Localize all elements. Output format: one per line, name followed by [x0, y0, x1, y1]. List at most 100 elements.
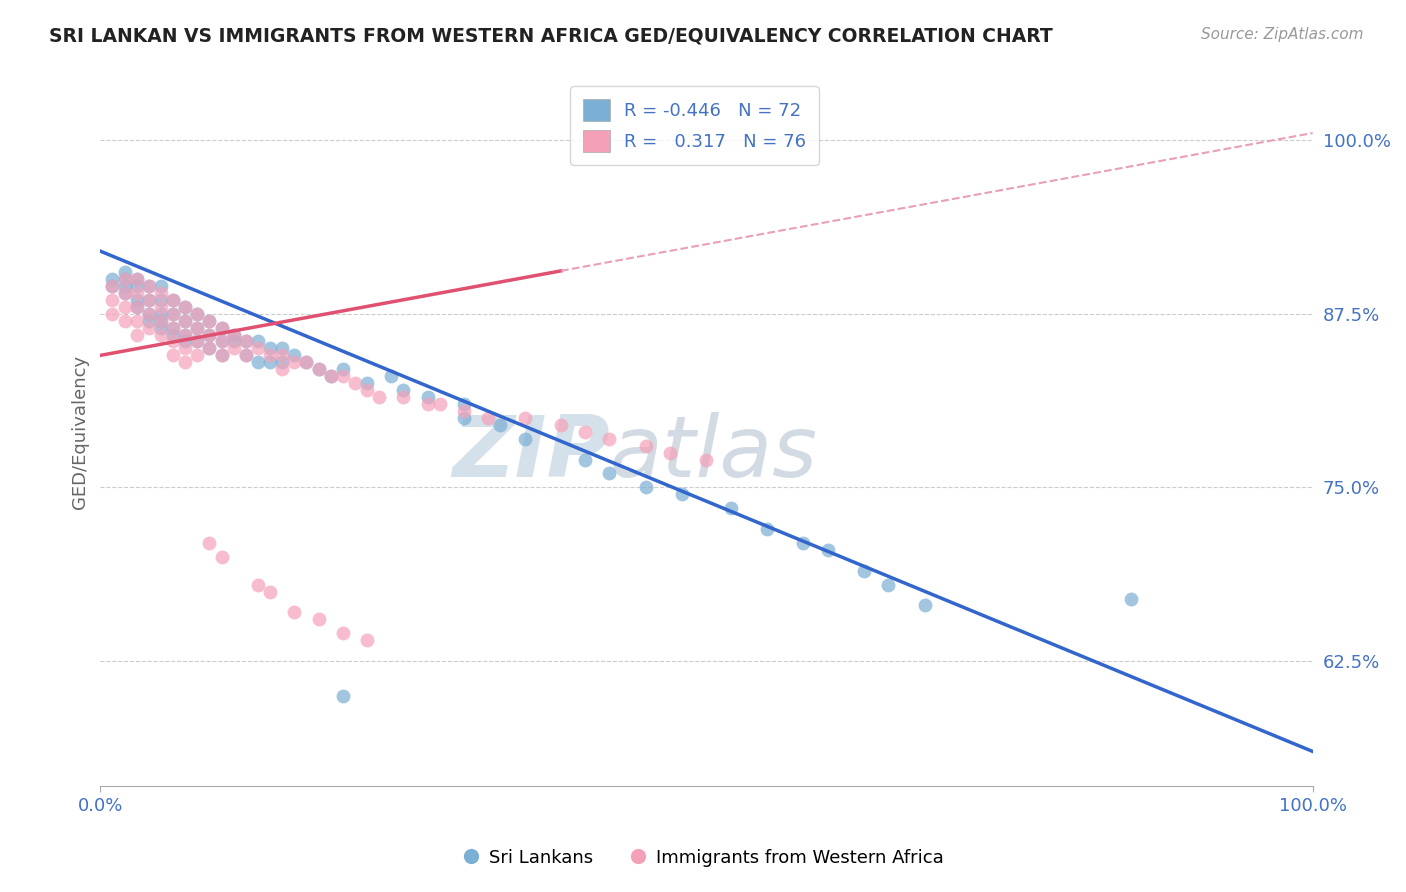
- Point: [138, 313, 160, 327]
- Point: [332, 689, 354, 703]
- Point: [198, 313, 221, 327]
- Point: [222, 342, 245, 356]
- Point: [138, 293, 160, 307]
- Text: atlas: atlas: [609, 411, 817, 494]
- Point: [198, 313, 221, 327]
- Point: [174, 313, 197, 327]
- Legend: R = -0.446   N = 72, R =   0.317   N = 76: R = -0.446 N = 72, R = 0.317 N = 76: [569, 87, 818, 165]
- Point: [125, 327, 148, 342]
- Point: [162, 327, 184, 342]
- Point: [392, 383, 415, 397]
- Point: [114, 272, 136, 286]
- Point: [720, 501, 742, 516]
- Point: [453, 404, 475, 418]
- Point: [246, 577, 269, 591]
- Point: [574, 425, 596, 439]
- Point: [125, 300, 148, 314]
- Point: [659, 445, 682, 459]
- Point: [356, 633, 378, 648]
- Point: [319, 369, 342, 384]
- Point: [125, 272, 148, 286]
- Point: [149, 307, 172, 321]
- Point: [235, 348, 257, 362]
- Point: [598, 432, 620, 446]
- Point: [332, 369, 354, 384]
- Point: [489, 417, 512, 432]
- Point: [162, 334, 184, 349]
- Point: [343, 376, 366, 391]
- Point: [174, 300, 197, 314]
- Point: [125, 285, 148, 300]
- Point: [149, 278, 172, 293]
- Point: [1119, 591, 1142, 606]
- Point: [211, 348, 233, 362]
- Point: [211, 348, 233, 362]
- Point: [416, 390, 439, 404]
- Point: [392, 390, 415, 404]
- Point: [125, 300, 148, 314]
- Point: [246, 334, 269, 349]
- Point: [125, 272, 148, 286]
- Point: [271, 342, 294, 356]
- Point: [574, 452, 596, 467]
- Point: [211, 334, 233, 349]
- Point: [101, 272, 124, 286]
- Text: SRI LANKAN VS IMMIGRANTS FROM WESTERN AFRICA GED/EQUIVALENCY CORRELATION CHART: SRI LANKAN VS IMMIGRANTS FROM WESTERN AF…: [49, 27, 1053, 45]
- Point: [174, 327, 197, 342]
- Point: [295, 355, 318, 369]
- Point: [186, 307, 208, 321]
- Point: [246, 355, 269, 369]
- Text: ZIP: ZIP: [451, 411, 609, 494]
- Point: [817, 542, 839, 557]
- Point: [186, 348, 208, 362]
- Point: [186, 334, 208, 349]
- Y-axis label: GED/Equivalency: GED/Equivalency: [72, 355, 89, 508]
- Point: [114, 265, 136, 279]
- Point: [186, 307, 208, 321]
- Point: [186, 320, 208, 334]
- Point: [174, 342, 197, 356]
- Point: [138, 307, 160, 321]
- Point: [513, 432, 536, 446]
- Point: [149, 320, 172, 334]
- Point: [877, 577, 900, 591]
- Point: [186, 334, 208, 349]
- Point: [453, 397, 475, 411]
- Point: [149, 293, 172, 307]
- Point: [792, 536, 814, 550]
- Point: [101, 293, 124, 307]
- Point: [235, 334, 257, 349]
- Point: [222, 334, 245, 349]
- Point: [138, 278, 160, 293]
- Point: [162, 320, 184, 334]
- Point: [222, 327, 245, 342]
- Point: [853, 564, 876, 578]
- Point: [259, 348, 281, 362]
- Point: [174, 334, 197, 349]
- Point: [198, 342, 221, 356]
- Point: [114, 285, 136, 300]
- Point: [149, 300, 172, 314]
- Point: [259, 342, 281, 356]
- Point: [308, 362, 330, 376]
- Point: [138, 307, 160, 321]
- Point: [101, 278, 124, 293]
- Point: [756, 522, 779, 536]
- Point: [162, 293, 184, 307]
- Point: [198, 342, 221, 356]
- Point: [416, 397, 439, 411]
- Point: [174, 355, 197, 369]
- Point: [211, 320, 233, 334]
- Point: [271, 362, 294, 376]
- Point: [246, 342, 269, 356]
- Point: [101, 307, 124, 321]
- Point: [138, 293, 160, 307]
- Point: [198, 327, 221, 342]
- Point: [429, 397, 451, 411]
- Point: [356, 383, 378, 397]
- Point: [174, 327, 197, 342]
- Point: [634, 439, 657, 453]
- Point: [198, 327, 221, 342]
- Point: [162, 307, 184, 321]
- Point: [162, 348, 184, 362]
